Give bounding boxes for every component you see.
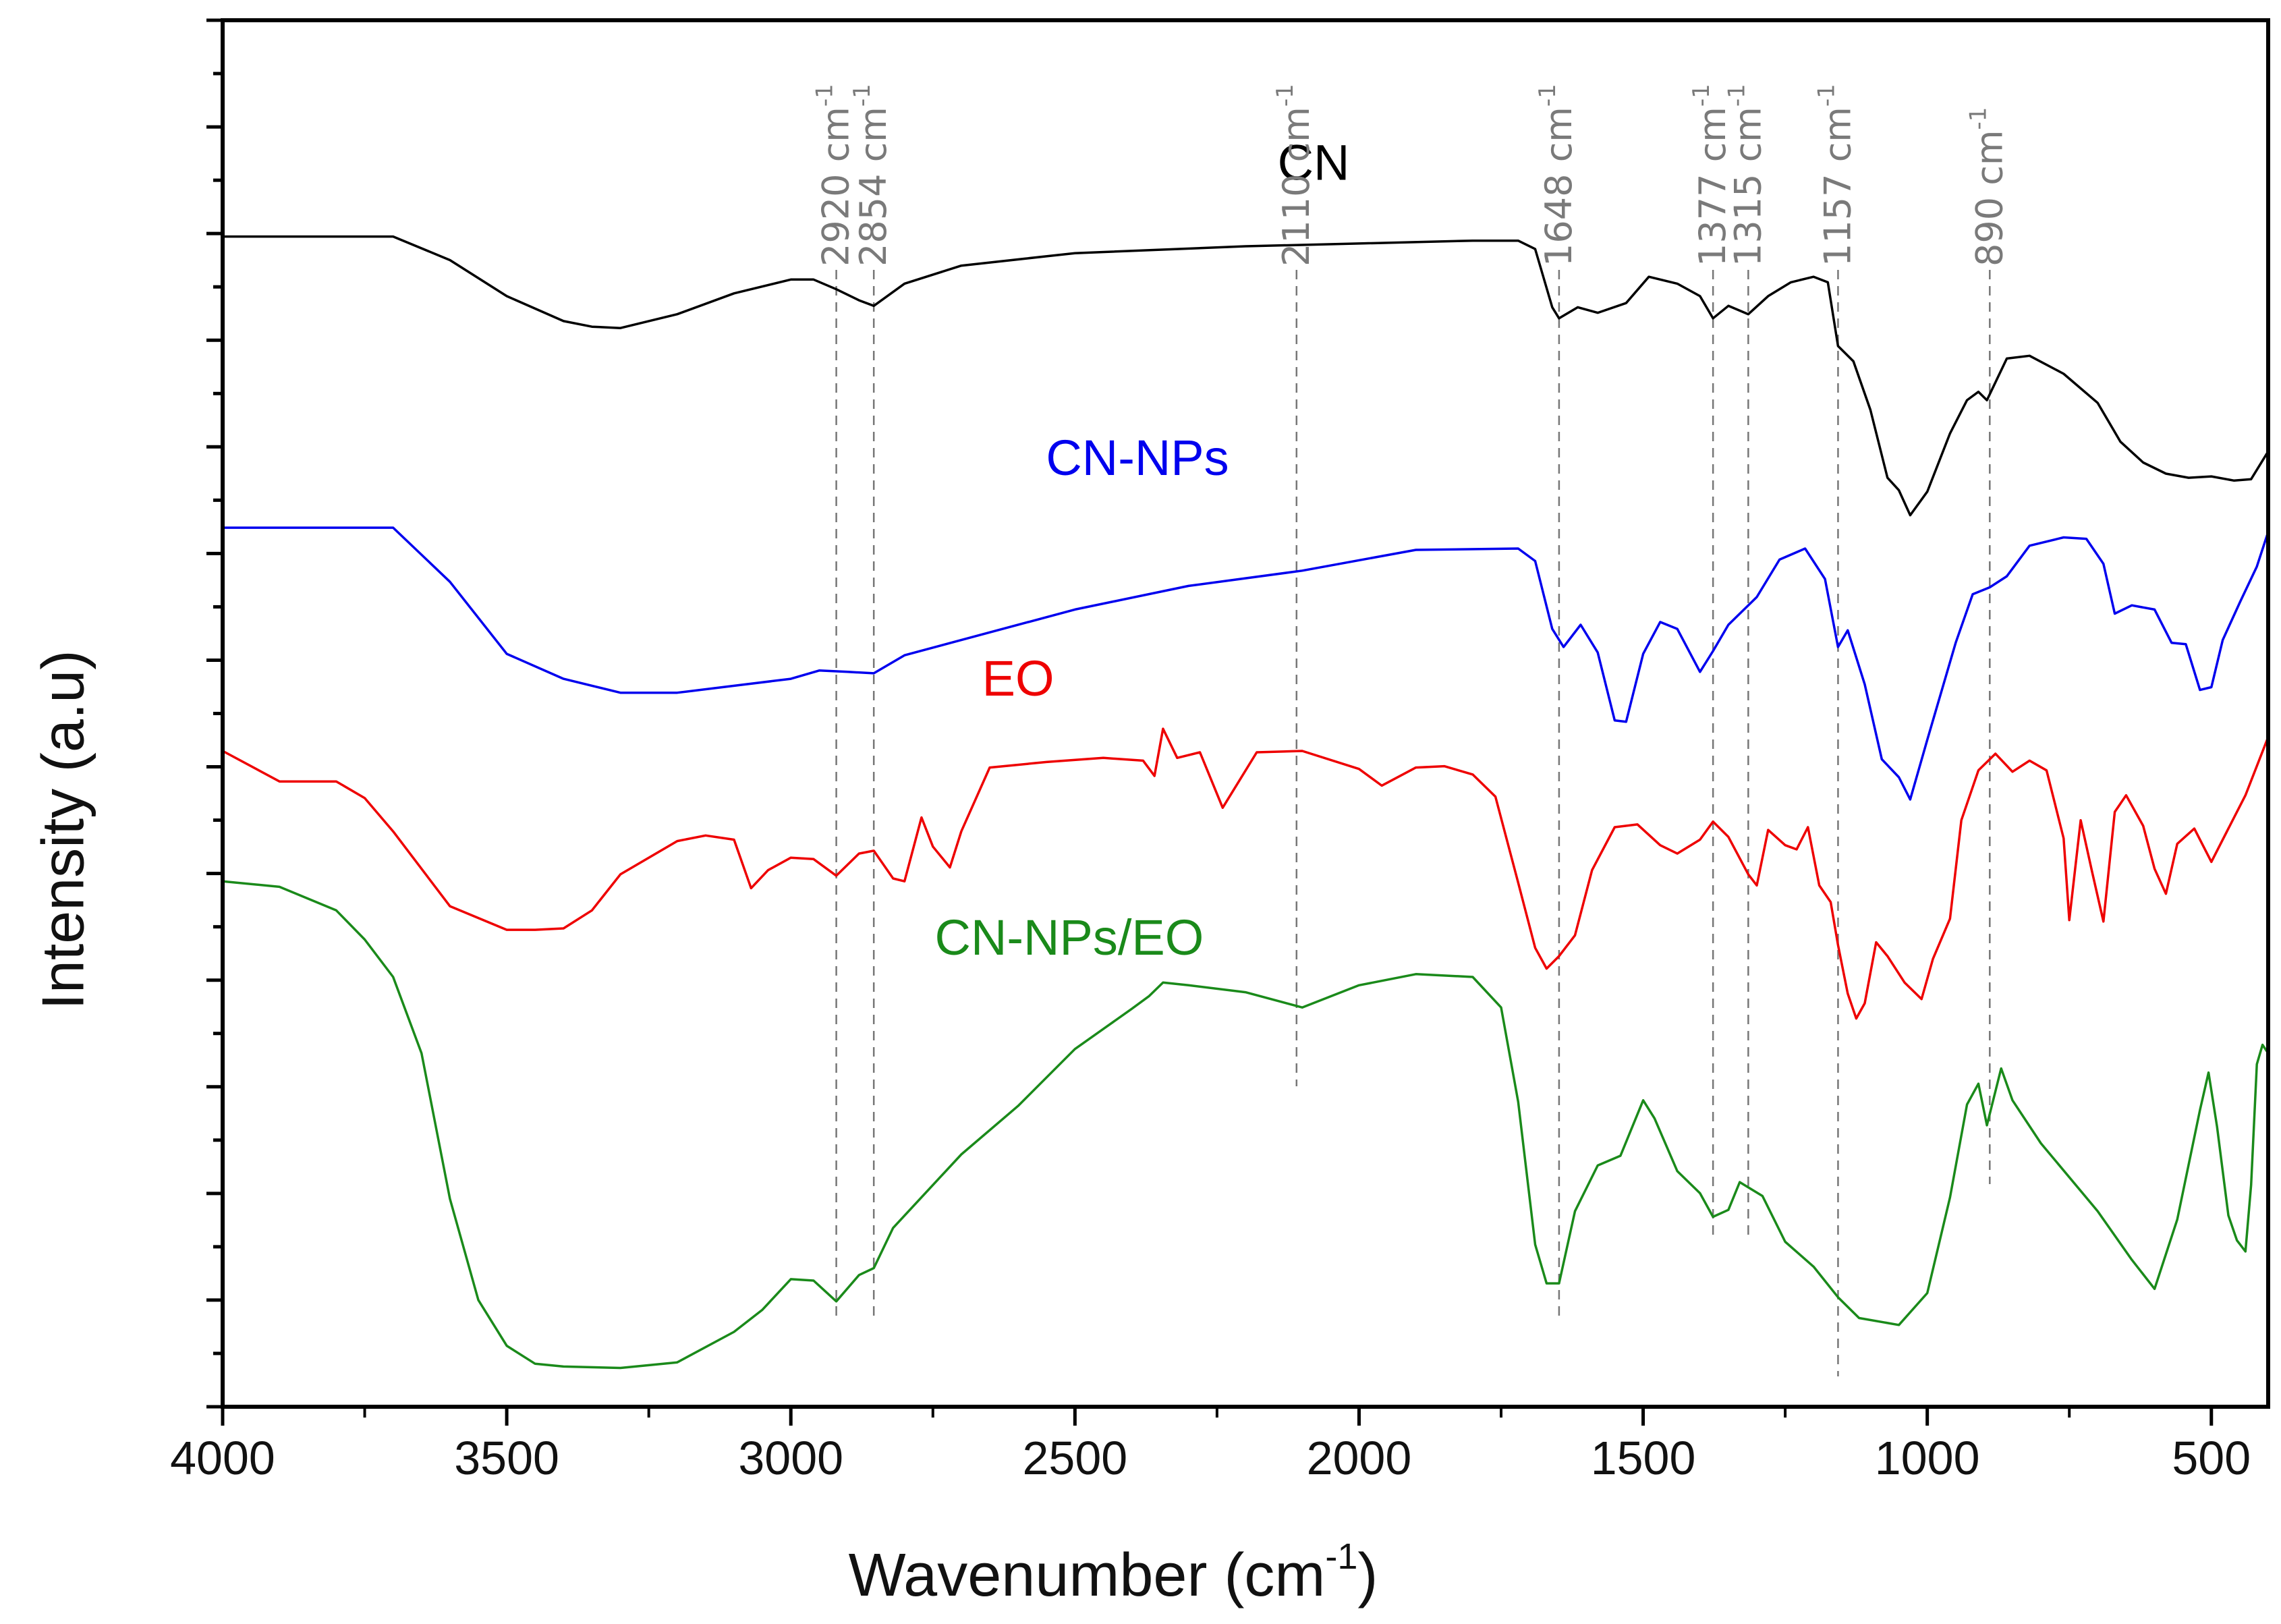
series-labels: CN CN-NPs EO CN-NPs/EO bbox=[935, 134, 1350, 965]
series-label-cn-nps: CN-NPs bbox=[1046, 430, 1229, 486]
series-line-cn bbox=[223, 235, 2270, 517]
annotation-label-2110: 2110 cm-1 bbox=[1272, 84, 1318, 267]
series-line-eo bbox=[222, 727, 2270, 1020]
series-lines bbox=[222, 235, 2270, 1370]
x-tick-label-3500: 3500 bbox=[454, 1432, 559, 1484]
x-axis-title-sup: -1 bbox=[1325, 1536, 1357, 1577]
annotation-label-1315: 1315 cm-1 bbox=[1723, 84, 1769, 267]
x-axis-title-close: ) bbox=[1357, 1542, 1378, 1609]
series-line-cn-nps-eo bbox=[222, 880, 2270, 1370]
x-tick-label-4000: 4000 bbox=[170, 1432, 275, 1484]
plot-frame bbox=[221, 18, 2270, 1409]
annotation-lines bbox=[835, 270, 1991, 1376]
annotation-label-2854: 2854 cm-1 bbox=[849, 84, 895, 267]
annotation-label-1377: 1377 cm-1 bbox=[1688, 84, 1734, 267]
y-axis-title: Intensity (a.u) bbox=[29, 650, 96, 1009]
annotation-label-1648: 1648 cm-1 bbox=[1534, 84, 1580, 267]
axis-ticks: 4000 3500 3000 2500 2000 1500 1000 500 bbox=[170, 18, 2251, 1484]
x-tick-label-1500: 1500 bbox=[1591, 1432, 1696, 1484]
annotation-label-1157: 1157 cm-1 bbox=[1813, 84, 1859, 267]
x-tick-label-2500: 2500 bbox=[1022, 1432, 1127, 1484]
annotation-label-2920: 2920 cm-1 bbox=[812, 84, 857, 267]
series-label-cn: CN bbox=[1278, 134, 1350, 190]
x-tick-label-500: 500 bbox=[2172, 1432, 2251, 1484]
x-tick-label-1000: 1000 bbox=[1875, 1432, 1980, 1484]
series-label-cn-nps-eo: CN-NPs/EO bbox=[935, 909, 1204, 965]
series-label-eo: EO bbox=[982, 650, 1054, 706]
x-axis-title: Wavenumber (cm-1) bbox=[849, 1536, 1378, 1609]
x-tick-label-3000: 3000 bbox=[738, 1432, 843, 1484]
x-axis-title-main: Wavenumber (cm bbox=[849, 1542, 1326, 1609]
series-line-cn-nps bbox=[223, 526, 2270, 801]
x-tick-label-2000: 2000 bbox=[1307, 1432, 1412, 1484]
annotation-label-890: 890 cm-1 bbox=[1965, 107, 2010, 267]
